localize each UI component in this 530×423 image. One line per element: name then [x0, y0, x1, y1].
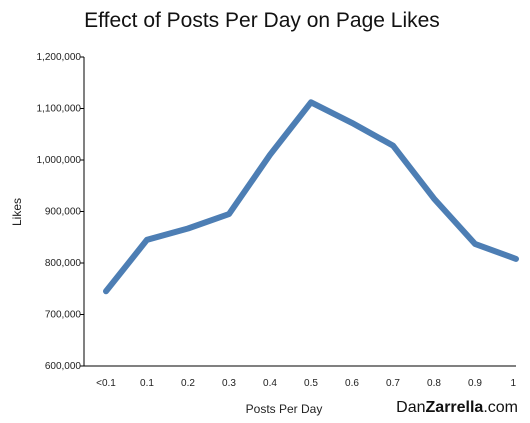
data-point	[267, 152, 273, 158]
data-point	[185, 225, 191, 231]
data-points	[103, 99, 519, 294]
data-point	[390, 143, 396, 149]
y-axis-ticks: 600,000 700,000 800,000 900,000 1,000,000 1,1…	[37, 52, 84, 372]
x-axis-label: Posts Per Day	[246, 402, 323, 416]
chart-title: Effect of Posts Per Day on Page Likes	[84, 9, 440, 32]
x-tick-label: 0.7	[386, 378, 400, 389]
x-tick-label: 1	[510, 378, 516, 389]
data-point	[431, 196, 437, 202]
data-point	[308, 99, 314, 105]
y-tick-label: 800,000	[45, 258, 82, 269]
x-tick-label: <0.1	[96, 378, 116, 389]
data-point	[144, 237, 150, 243]
y-tick-label: 1,000,000	[37, 155, 82, 166]
brand-watermark: DanZarrella.com	[396, 399, 518, 416]
x-tick-label: 0.5	[304, 378, 318, 389]
y-tick-label: 900,000	[45, 207, 82, 218]
data-point	[513, 256, 519, 262]
y-tick-label: 700,000	[45, 310, 82, 321]
y-axis-label: Likes	[10, 198, 24, 226]
data-point	[103, 288, 109, 294]
brand-suffix: .com	[483, 399, 518, 416]
x-tick-label: 0.4	[263, 378, 277, 389]
x-axis-ticks: <0.1 0.1 0.2 0.3 0.4 0.5 0.6 0.7 0.8 0.9 1	[96, 378, 516, 389]
brand-prefix: Dan	[396, 399, 425, 416]
x-tick-label: 0.8	[427, 378, 441, 389]
data-point	[349, 120, 355, 126]
data-point	[226, 211, 232, 217]
y-tick-label: 1,200,000	[37, 52, 82, 63]
x-tick-label: 0.1	[140, 378, 154, 389]
y-tick-label: 1,100,000	[37, 104, 82, 115]
x-tick-label: 0.6	[345, 378, 359, 389]
x-tick-label: 0.9	[468, 378, 482, 389]
x-tick-label: 0.2	[181, 378, 195, 389]
x-tick-label: 0.3	[222, 378, 236, 389]
brand-bold: Zarrella	[426, 399, 484, 416]
y-tick-label: 600,000	[45, 361, 82, 372]
data-point	[472, 241, 478, 247]
series-line	[103, 99, 519, 295]
